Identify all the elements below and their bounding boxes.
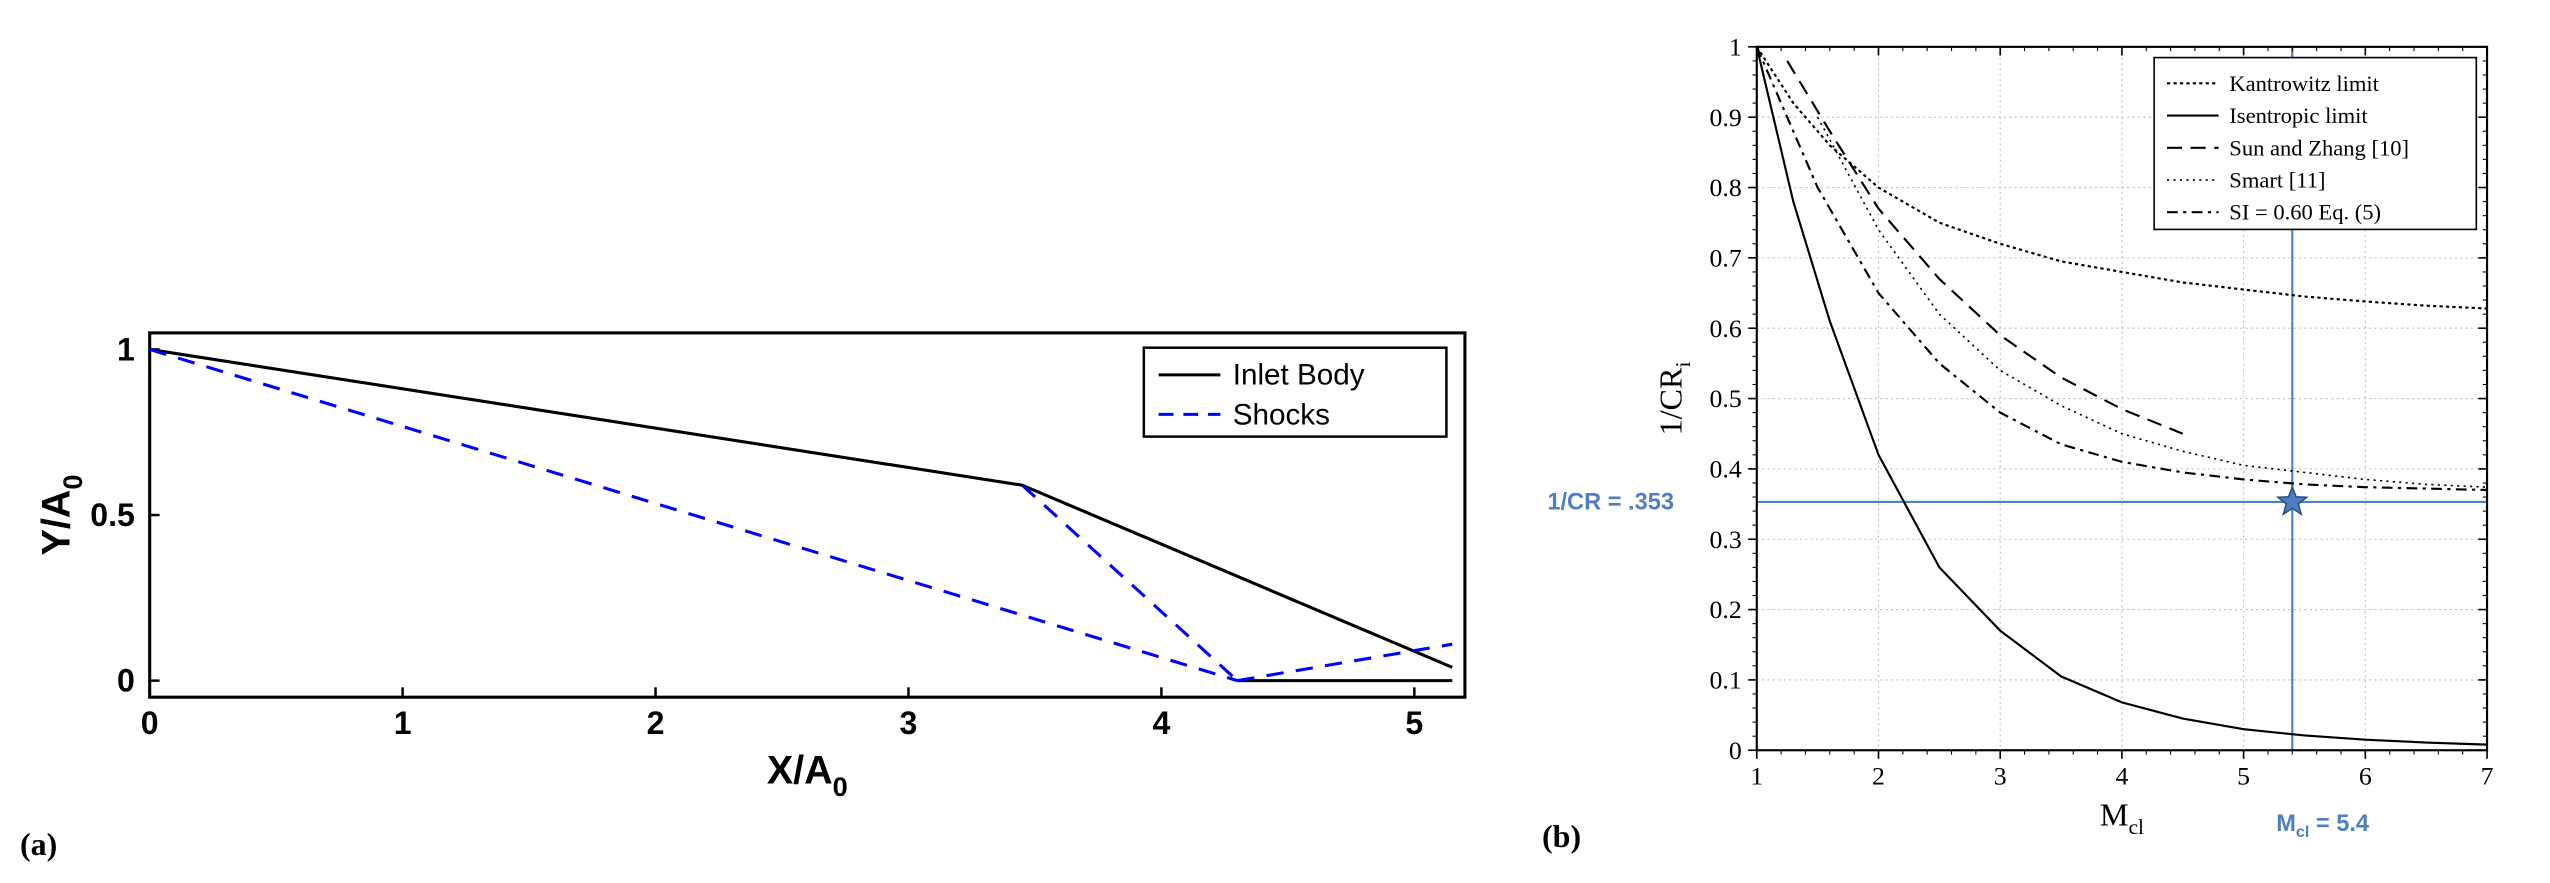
svg-text:Smart [11]: Smart [11] xyxy=(2229,168,2325,193)
svg-text:0: 0 xyxy=(141,705,159,741)
label-a: (a) xyxy=(20,826,1502,863)
svg-text:0.4: 0.4 xyxy=(1710,454,1742,483)
panel-b: 1 2 3 4 5 6 7 0 0.1 0.2 0.3 0.4 0.5 0.6 0.7 0.8 0.9 1 Mcl 1… xyxy=(1542,20,2530,863)
svg-text:Mcl: Mcl xyxy=(2100,796,2144,839)
svg-text:0.8: 0.8 xyxy=(1710,173,1742,202)
svg-text:2: 2 xyxy=(647,705,665,741)
svg-text:Sun and Zhang [10]: Sun and Zhang [10] xyxy=(2229,135,2409,160)
svg-text:Kantrowitz limit: Kantrowitz limit xyxy=(2229,71,2379,96)
svg-text:0: 0 xyxy=(1729,736,1742,765)
svg-text:Y/A0: Y/A0 xyxy=(34,475,87,556)
svg-text:Mcl = 5.4: Mcl = 5.4 xyxy=(2276,811,2369,841)
svg-text:1: 1 xyxy=(117,332,135,368)
svg-text:0.5: 0.5 xyxy=(90,497,135,533)
svg-text:5: 5 xyxy=(1405,705,1423,741)
svg-text:1/CR = .353: 1/CR = .353 xyxy=(1547,489,1674,515)
svg-text:0.3: 0.3 xyxy=(1710,525,1742,554)
svg-text:1: 1 xyxy=(394,705,412,741)
svg-text:0.6: 0.6 xyxy=(1710,314,1742,343)
chart-b: 1 2 3 4 5 6 7 0 0.1 0.2 0.3 0.4 0.5 0.6 0.7 0.8 0.9 1 Mcl 1… xyxy=(1542,20,2530,858)
svg-text:SI = 0.60 Eq. (5): SI = 0.60 Eq. (5) xyxy=(2229,200,2381,225)
svg-text:0.2: 0.2 xyxy=(1710,595,1742,624)
svg-text:Inlet Body: Inlet Body xyxy=(1233,359,1365,392)
svg-text:Shocks: Shocks xyxy=(1233,398,1330,431)
svg-text:0.7: 0.7 xyxy=(1710,243,1742,272)
label-b: (b) xyxy=(1542,818,1581,855)
svg-text:2: 2 xyxy=(1872,762,1885,791)
svg-text:1/CRi: 1/CRi xyxy=(1653,362,1696,436)
svg-text:1: 1 xyxy=(1729,32,1742,61)
svg-text:4: 4 xyxy=(1152,705,1170,741)
svg-text:6: 6 xyxy=(2359,762,2372,791)
svg-text:Isentropic limit: Isentropic limit xyxy=(2229,103,2368,128)
svg-text:1: 1 xyxy=(1750,762,1763,791)
svg-text:0.1: 0.1 xyxy=(1710,666,1742,695)
svg-text:0.5: 0.5 xyxy=(1710,384,1742,413)
svg-text:7: 7 xyxy=(2481,762,2494,791)
svg-text:0: 0 xyxy=(117,663,135,699)
svg-text:3: 3 xyxy=(1994,762,2007,791)
svg-text:X/A0: X/A0 xyxy=(767,749,848,802)
panel-a: 0 1 2 3 4 5 0 0.5 1 X/A0 Y/A0 Inlet Body Shocks (a) xyxy=(20,302,1502,863)
svg-text:3: 3 xyxy=(900,705,918,741)
svg-text:4: 4 xyxy=(2115,762,2128,791)
svg-text:5: 5 xyxy=(2237,762,2250,791)
chart-a: 0 1 2 3 4 5 0 0.5 1 X/A0 Y/A0 Inlet Body Shocks xyxy=(20,302,1502,821)
svg-text:0.9: 0.9 xyxy=(1710,103,1742,132)
